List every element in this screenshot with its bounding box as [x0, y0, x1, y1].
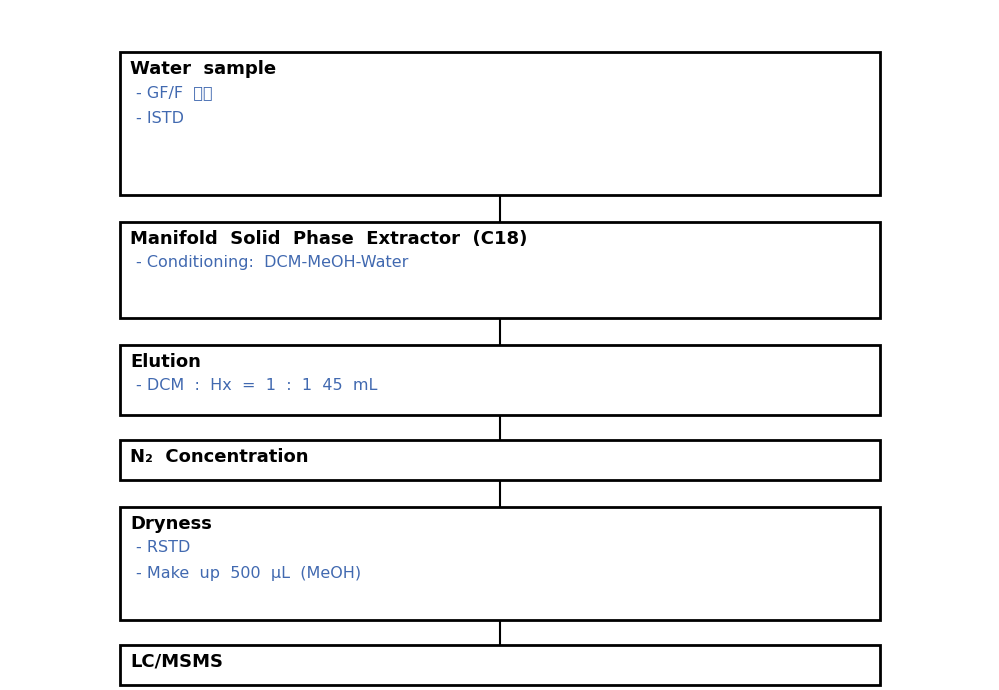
Text: - ISTD: - ISTD — [136, 111, 184, 126]
Text: LC/MSMS: LC/MSMS — [130, 653, 223, 671]
Text: Elution: Elution — [130, 353, 201, 371]
Bar — [120, 52, 880, 195]
Text: - RSTD: - RSTD — [136, 540, 191, 555]
Text: - DCM  :  Hx  =  1  :  1  45  mL: - DCM : Hx = 1 : 1 45 mL — [136, 378, 378, 393]
Bar — [120, 645, 880, 685]
Text: N₂  Concentration: N₂ Concentration — [130, 448, 309, 466]
Text: - Conditioning:  DCM-MeOH-Water: - Conditioning: DCM-MeOH-Water — [136, 255, 409, 270]
Bar — [120, 507, 880, 620]
Text: - GF/F  여과: - GF/F 여과 — [136, 85, 213, 100]
Bar — [120, 222, 880, 318]
Text: Manifold  Solid  Phase  Extractor  (C18): Manifold Solid Phase Extractor (C18) — [130, 230, 527, 248]
Bar — [120, 345, 880, 415]
Text: - Make  up  500  μL  (MeOH): - Make up 500 μL (MeOH) — [136, 566, 361, 581]
Text: Water  sample: Water sample — [130, 60, 276, 78]
Text: Dryness: Dryness — [130, 515, 212, 533]
Bar — [120, 440, 880, 480]
